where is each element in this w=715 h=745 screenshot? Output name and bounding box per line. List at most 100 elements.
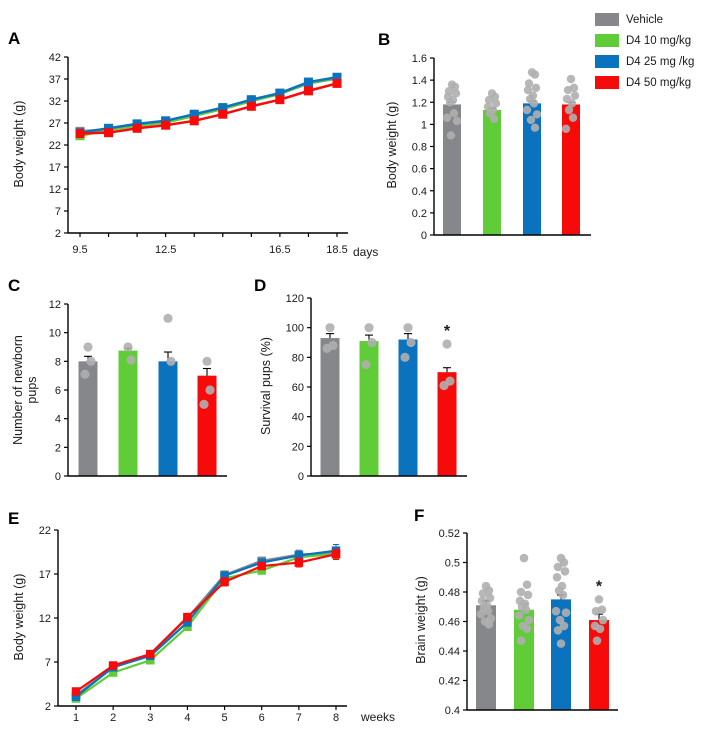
y-tick-label: 0.5	[445, 558, 460, 570]
bar-group-d4_50: *	[437, 323, 457, 476]
y-tick-label: 0	[55, 471, 61, 483]
scatter-dot	[516, 587, 526, 597]
panel-b-plot: 0 0.2 0.4 0.6 0.8 1 1.2 1.4 1.6	[412, 53, 591, 242]
scatter-dot	[594, 595, 604, 604]
y-tick-label: 2	[45, 701, 51, 713]
scatter-dot	[516, 636, 526, 645]
panel-label-d: D	[254, 276, 267, 295]
bar	[476, 605, 496, 710]
scatter-dot	[442, 339, 452, 349]
scatter-dot	[592, 636, 602, 645]
scatter-dot	[522, 105, 532, 115]
y-tick-label: 80	[292, 352, 304, 364]
scatter-dot	[563, 85, 573, 95]
data-point-marker	[332, 78, 342, 88]
x-tick-label: 2	[110, 712, 116, 724]
panel-label-c: C	[8, 276, 21, 295]
y-tick-label: 4	[55, 414, 61, 426]
series-line	[79, 82, 338, 135]
data-point-marker	[104, 128, 114, 138]
data-point-marker	[71, 692, 81, 702]
scatter-dot	[559, 621, 569, 631]
data-point-marker	[275, 95, 285, 105]
scatter-dot	[322, 343, 332, 354]
scatter-dot	[86, 356, 96, 366]
data-point-marker	[218, 109, 228, 119]
y-tick-label: 0	[298, 471, 304, 483]
panel-b-ylabel: Body weight (g)	[385, 101, 399, 189]
scatter-dot	[449, 109, 459, 118]
y-tick-label: 7	[55, 206, 61, 218]
panel-label-f: F	[414, 506, 425, 525]
data-point-marker	[218, 103, 228, 113]
bar-group-d4_10	[483, 89, 501, 235]
data-point-marker	[146, 649, 155, 659]
scatter-dot	[568, 113, 578, 122]
panel-e-ylabel: Body weight (g)	[12, 573, 26, 661]
y-tick-label: 0	[421, 230, 427, 242]
panel-d-plot: 0 20 40 60 80 100 120 *	[286, 293, 467, 483]
bar	[483, 109, 501, 235]
data-point-marker	[257, 561, 266, 571]
y-tick-label: 100	[286, 323, 304, 335]
scatter-dot	[524, 79, 534, 88]
scatter-dot	[442, 113, 452, 122]
bar	[158, 361, 178, 476]
sig-marker: *	[444, 323, 451, 340]
bar-group-d4_50	[561, 74, 580, 236]
data-point-marker	[294, 551, 304, 560]
y-tick-label: 0.8	[412, 142, 427, 154]
bar-group-d4_50: *	[589, 578, 609, 710]
scatter-dot	[564, 105, 574, 115]
scatter-dot	[489, 114, 499, 124]
legend-swatch-d4-10	[595, 34, 619, 47]
data-point-marker	[132, 123, 142, 133]
y-tick-label: 1	[421, 119, 427, 131]
x-tick-label: 16.5	[269, 244, 290, 256]
data-point-marker	[331, 549, 341, 559]
data-point-marker	[303, 86, 313, 96]
x-tick-label: 9.5	[72, 244, 87, 256]
y-tick-label: 0.2	[412, 208, 427, 220]
scatter-dot	[403, 323, 413, 333]
bar-group-d4_25	[158, 313, 178, 476]
data-point-marker	[220, 577, 229, 587]
scatter-dot	[163, 313, 173, 323]
y-tick-label: 17	[49, 162, 61, 174]
scatter-dot	[364, 323, 374, 333]
y-tick-label: 1.6	[412, 53, 427, 65]
data-point-marker	[183, 612, 192, 622]
sig-marker: *	[596, 578, 603, 595]
scatter-dot	[439, 380, 449, 391]
y-tick-label: 32	[49, 96, 61, 108]
scatter-dot	[450, 82, 460, 91]
y-tick-label: 12	[49, 299, 61, 311]
series-d4_50	[75, 78, 342, 139]
bar-group-d4_10	[118, 342, 138, 476]
scatter-dot	[483, 606, 493, 616]
scatter-dot	[452, 116, 462, 126]
bar	[437, 372, 457, 476]
scatter-dot	[406, 337, 416, 348]
data-point-marker	[75, 129, 85, 139]
y-tick-label: 17	[39, 569, 51, 581]
data-point-marker	[108, 668, 118, 677]
legend-label-d4-10: D4 10 mg/kg	[626, 34, 692, 47]
scatter-dot	[560, 567, 570, 576]
legend-item-d4-50: D4 50 mg/kg	[595, 72, 694, 93]
y-tick-label: 6	[55, 385, 61, 397]
y-tick-label: 60	[292, 382, 304, 394]
scatter-dot	[522, 624, 532, 634]
data-point-marker	[332, 72, 342, 82]
y-tick-label: 8	[55, 356, 61, 368]
scatter-dot	[361, 360, 371, 370]
panel-a-ylabel: Body weight (g)	[12, 100, 26, 188]
y-tick-label: 40	[292, 412, 304, 424]
panel-e-xunit-label: weeks	[361, 710, 396, 724]
scatter-dot	[591, 606, 601, 616]
x-tick-label: 18.5	[326, 244, 347, 256]
y-tick-label: 1.4	[412, 75, 427, 87]
y-tick-label: 0.48	[439, 587, 460, 599]
scatter-dot	[523, 590, 533, 600]
